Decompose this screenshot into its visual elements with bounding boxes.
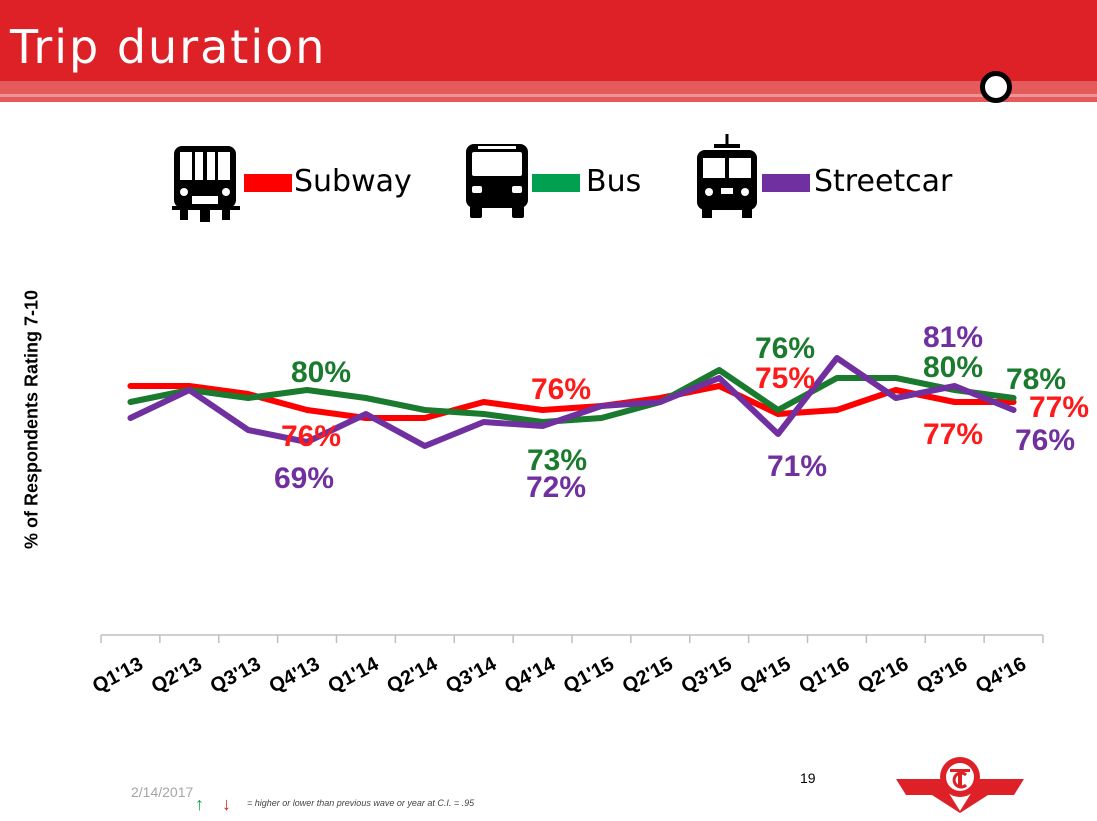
legend-label-subway: Subway [294, 164, 412, 199]
legend-item-bus: Bus [464, 140, 654, 224]
x-tick-label: Q3'14 [442, 653, 501, 698]
legend-label-streetcar: Streetcar [814, 164, 953, 199]
x-tick-label: Q3'15 [678, 653, 736, 698]
x-tick-label: Q1'15 [560, 653, 618, 698]
data-label-subway: 75% [755, 362, 815, 395]
data-label-streetcar: 71% [767, 450, 827, 483]
data-label-bus: 73% [527, 444, 587, 477]
legend-swatch-streetcar [762, 174, 810, 192]
x-tick-label: Q1'13 [89, 653, 147, 698]
subway-train-icon [172, 146, 240, 222]
data-label-subway: 76% [281, 420, 341, 453]
x-tick-label: Q2'14 [383, 653, 442, 698]
header-divider [0, 94, 1097, 97]
arrow-up-icon: ↑ [195, 794, 204, 814]
legend-item-subway: Subway [170, 140, 420, 224]
data-label-subway: 77% [923, 418, 983, 451]
x-tick-label: Q3'13 [207, 653, 265, 698]
ttc-logo [896, 757, 1024, 813]
bus-icon [466, 144, 528, 218]
streetcar-icon [697, 134, 757, 218]
x-tick-label: Q1'14 [325, 653, 384, 698]
legend-item-streetcar: Streetcar [694, 134, 964, 224]
data-label-subway: 76% [531, 373, 591, 406]
page-title: Trip duration [10, 20, 327, 74]
footer-date: 2/14/2017 [131, 784, 194, 800]
header-band [0, 81, 1097, 102]
legend-swatch-bus [532, 174, 580, 192]
data-label-streetcar: 76% [1015, 424, 1075, 457]
data-label-subway: 77% [1029, 391, 1089, 424]
x-tick-label: Q4'14 [501, 653, 560, 698]
series-line-streetcar [127, 355, 1017, 449]
x-tick-label: Q2'16 [854, 653, 912, 698]
data-label-bus: 80% [923, 351, 983, 384]
arrow-down-icon: ↓ [222, 794, 231, 814]
x-tick-label: Q3'16 [913, 653, 971, 698]
x-tick-label: Q2'13 [148, 653, 206, 698]
x-tick-label: Q4'13 [266, 653, 324, 698]
x-tick-label: Q4'15 [737, 653, 795, 698]
data-label-bus: 78% [1006, 363, 1066, 396]
data-label-streetcar: 69% [274, 462, 334, 495]
header-bar: Trip duration [0, 0, 1097, 81]
x-tick-label: Q1'16 [796, 653, 854, 698]
significance-note: = higher or lower than previous wave or … [247, 798, 475, 808]
page-number: 19 [800, 770, 816, 786]
legend-swatch-subway [244, 174, 292, 192]
data-label-streetcar: 72% [526, 471, 586, 504]
x-tick-label: Q2'15 [619, 653, 677, 698]
data-label-bus: 76% [755, 332, 815, 365]
legend-label-bus: Bus [586, 164, 642, 199]
series-line-subway [127, 383, 1017, 421]
circle-marker-icon [980, 71, 1012, 103]
x-tick-label: Q4'16 [972, 653, 1030, 698]
data-label-streetcar: 81% [923, 321, 983, 354]
data-label-bus: 80% [291, 356, 351, 389]
